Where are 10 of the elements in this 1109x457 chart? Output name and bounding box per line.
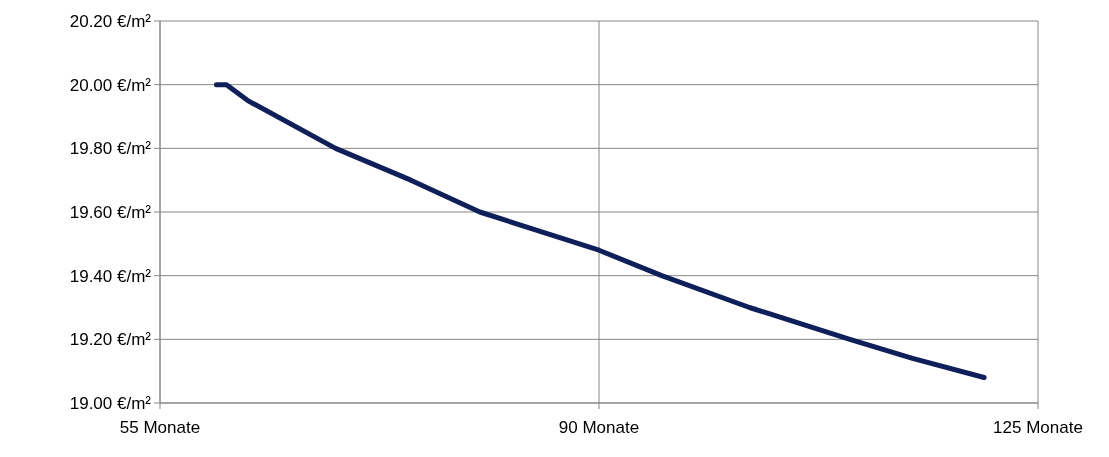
y-tick-label: 20.20 €/m² — [69, 11, 152, 31]
y-tick-label: 19.40 €/m² — [69, 266, 152, 286]
y-tick-label: 19.20 €/m² — [69, 330, 152, 350]
y-tick-label: 19.00 €/m² — [69, 393, 152, 413]
x-tick-label: 90 Monate — [558, 418, 640, 437]
x-tick-label: 55 Monate — [119, 418, 201, 437]
x-tick-label: 125 Monate — [993, 418, 1083, 437]
y-tick-label: 20.00 €/m² — [69, 75, 152, 95]
y-tick-label: 19.80 €/m² — [69, 139, 152, 159]
y-tick-label: 19.60 €/m² — [69, 202, 152, 222]
